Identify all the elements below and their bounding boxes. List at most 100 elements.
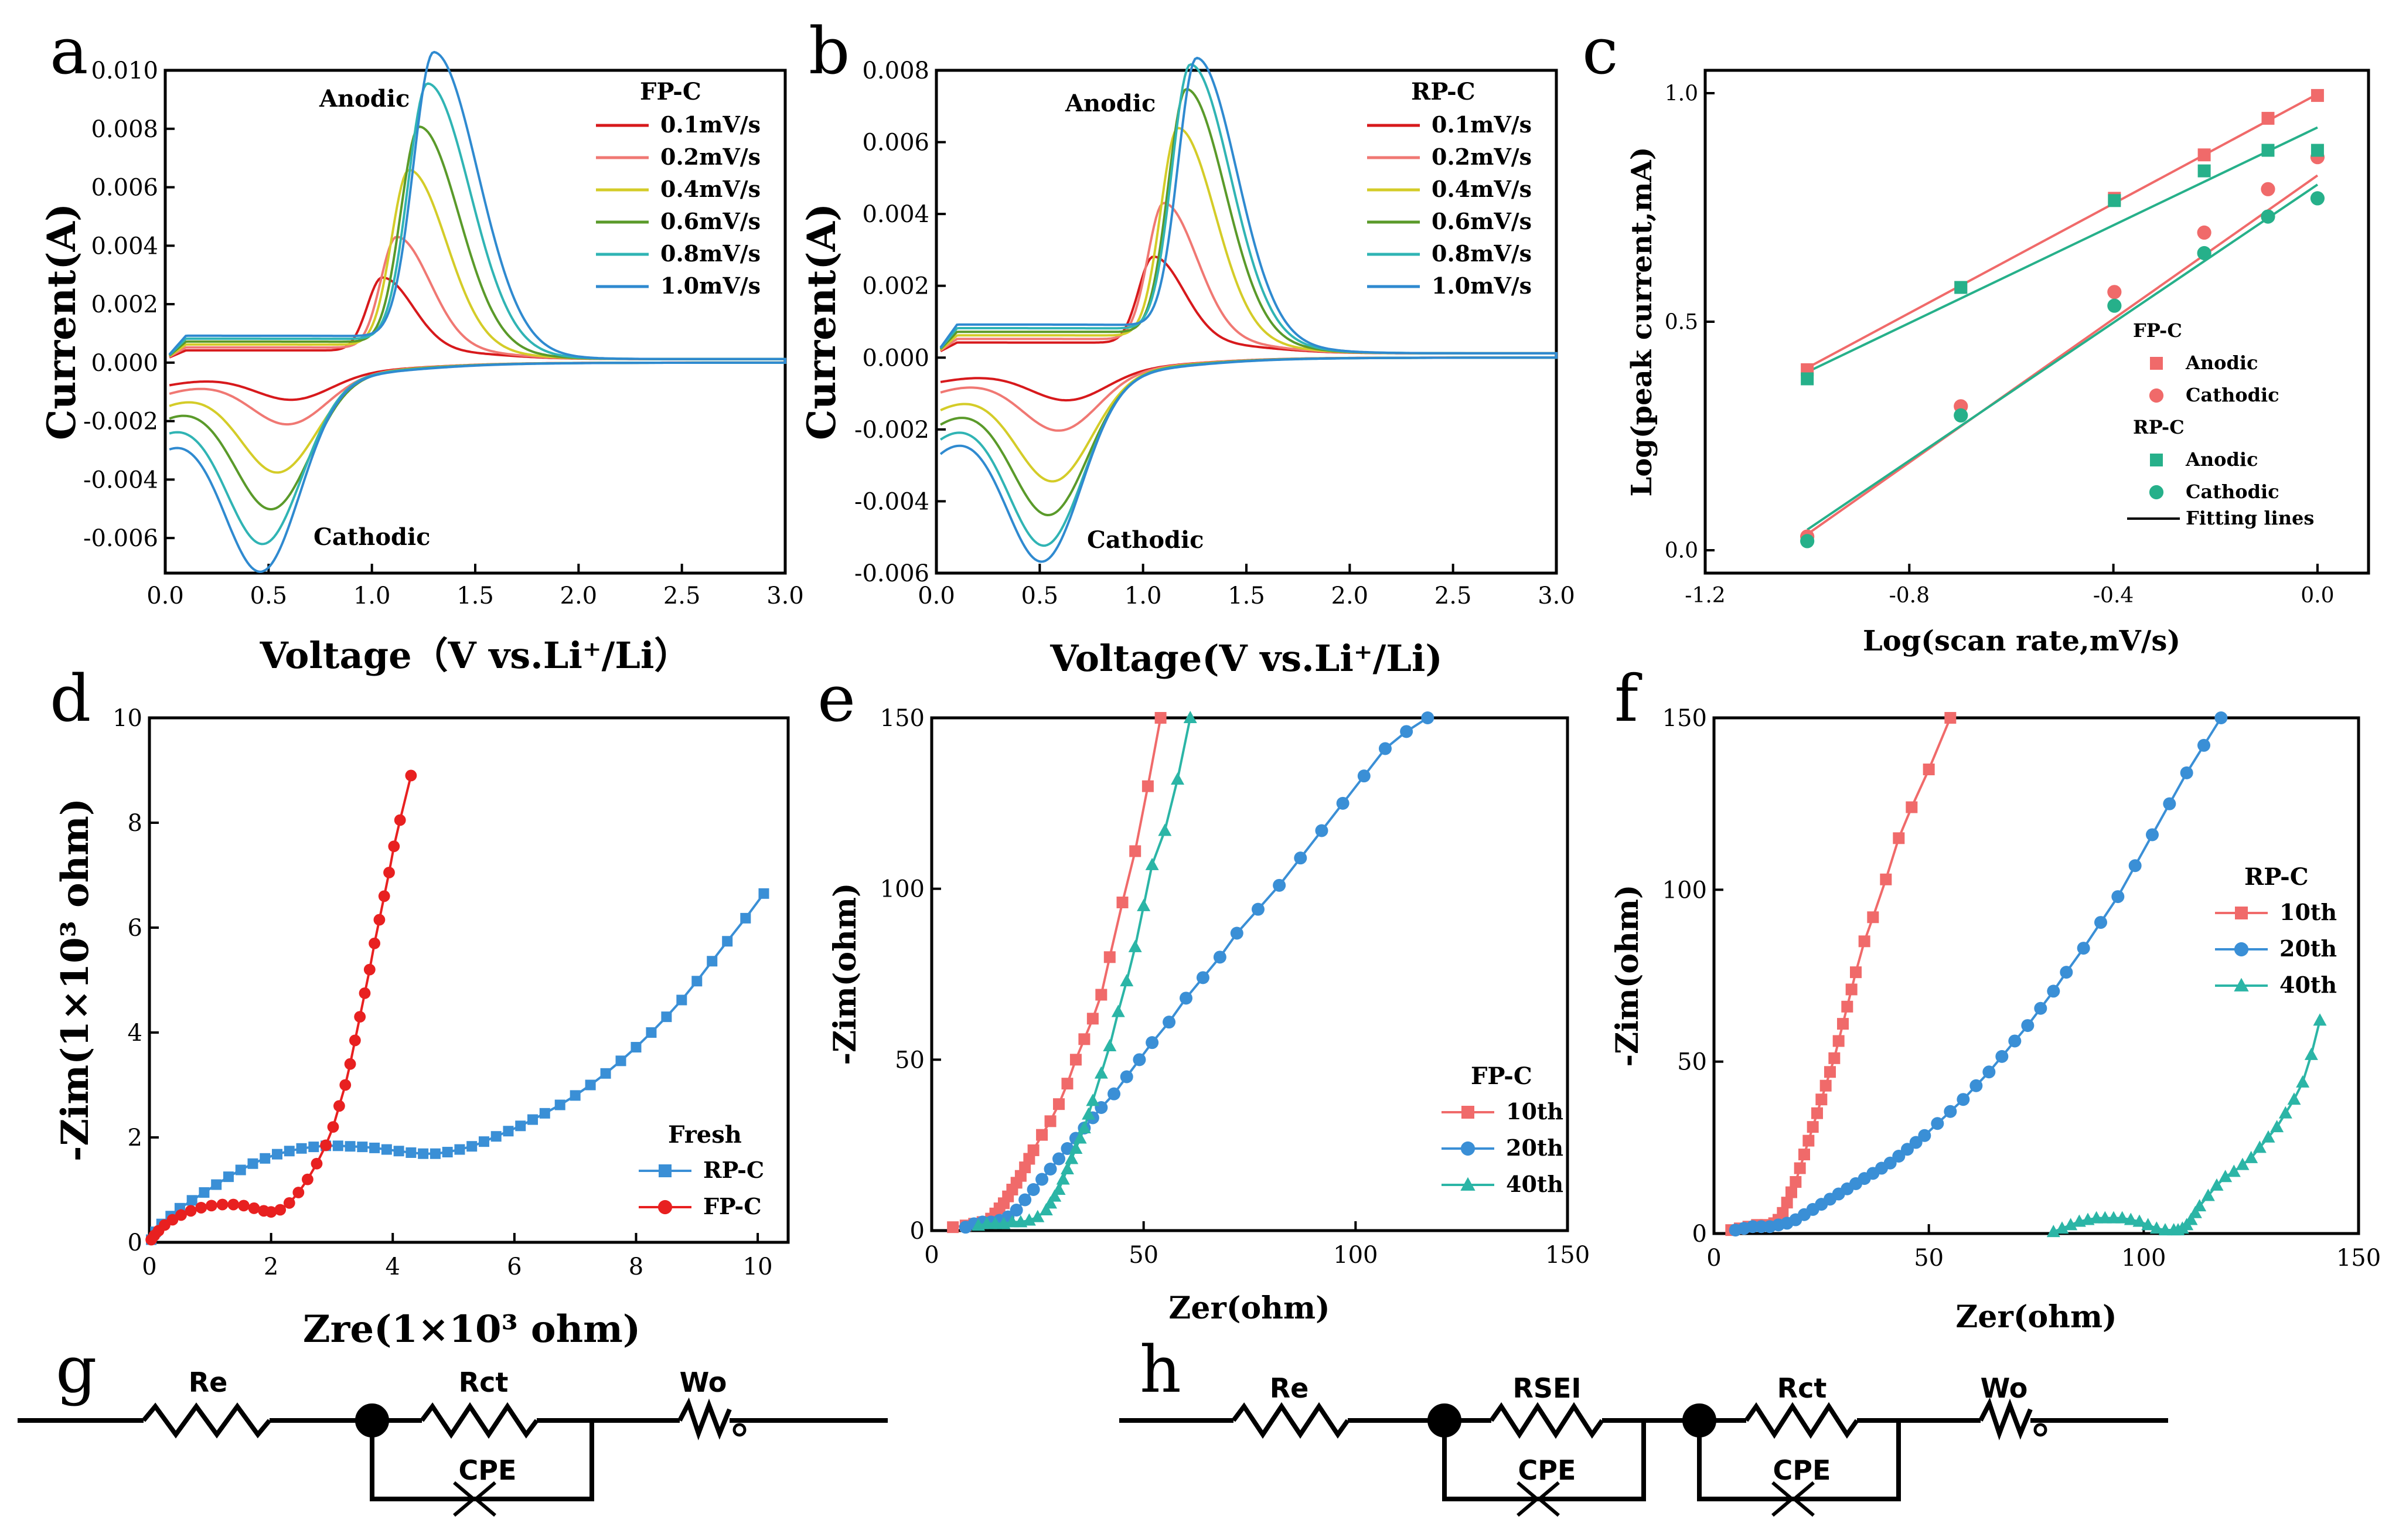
panel-b: 0.0 0.5 1.0 1.5 2.0 2.5 3.0 0.008 0.006 0.004 0.00… (799, 56, 1575, 680)
legend-swatch (2150, 357, 2163, 370)
x-tick-label: 1.5 (456, 582, 494, 609)
resistor-re (1231, 1402, 1350, 1439)
data-point (1893, 832, 1905, 844)
data-point (1077, 1121, 1091, 1133)
y-tick-label: -0.002 (83, 408, 158, 435)
label-cpe: CPE (459, 1454, 517, 1486)
label-wo: Wo (680, 1367, 727, 1398)
legend-label: 0.8mV/s (1432, 240, 1532, 267)
data-point (302, 1173, 313, 1185)
data-point (2261, 182, 2275, 196)
warburg-terminal (732, 1423, 747, 1437)
data-point (2214, 711, 2228, 724)
x-tick-label: 2.0 (560, 582, 598, 609)
data-point (405, 769, 417, 782)
legend-marker (2235, 907, 2248, 919)
data-point (1044, 1163, 1057, 1176)
data-point (418, 1148, 429, 1159)
y-tick-label: 8 (128, 810, 142, 837)
y-axis-label: -Zim(ohm) (1610, 884, 1645, 1067)
y-tick-label: 0.000 (862, 345, 929, 372)
cathodic-annotation: Cathodic (313, 523, 431, 551)
data-point (1957, 1093, 1970, 1106)
legend-label: 0.4mV/s (1432, 176, 1532, 202)
data-point (570, 1090, 581, 1101)
panel-letter-g: g (56, 1332, 97, 1407)
data-point (383, 867, 395, 878)
y-tick-label: -0.004 (83, 466, 158, 493)
data-point (1811, 1107, 1823, 1119)
data-point (1027, 1183, 1040, 1196)
legend-label: 0.2mV/s (1432, 144, 1532, 170)
legend-marker (1460, 1177, 1475, 1191)
data-point (2227, 1164, 2241, 1177)
legend-marker (2234, 942, 2249, 957)
fit-line (1807, 174, 2319, 536)
data-point (1906, 801, 1918, 813)
data-point (1294, 851, 1307, 865)
data-point (2124, 1212, 2138, 1225)
y-tick-label: -0.004 (854, 488, 929, 515)
data-point (2055, 1221, 2069, 1234)
nyquist-series (947, 711, 1434, 1234)
data-point (227, 1198, 240, 1211)
data-point (527, 1114, 538, 1125)
data-point (2128, 859, 2142, 873)
x-tick-label: 100 (1333, 1242, 1378, 1269)
data-point (1273, 878, 1286, 892)
y-tick-label: 0.004 (862, 201, 929, 228)
data-point (1867, 911, 1879, 924)
data-point (1824, 1066, 1836, 1078)
legend-label: Fitting lines (2186, 507, 2314, 529)
resistor-re (141, 1402, 272, 1439)
y-tick-label: 2 (128, 1125, 142, 1151)
fit-line (1807, 183, 2319, 531)
cpe-loop (1442, 1420, 1646, 1501)
axes-ticks: 0 2 4 6 8 10 0 2 4 6 8 10 (113, 705, 772, 1280)
x-tick-label: 2 (264, 1253, 278, 1280)
anodic-annotation: Anodic (1065, 90, 1156, 117)
data-point (2094, 916, 2107, 929)
data-point (185, 1205, 197, 1217)
y-tick-label: 0.5 (1665, 311, 1698, 335)
y-axis-label: Log(peak current,mA) (1626, 147, 1658, 497)
data-point (1039, 1203, 1053, 1215)
cv-curve-1.0mV/s (168, 50, 786, 573)
data-point (2108, 194, 2121, 207)
y-tick-label: 0 (910, 1218, 925, 1245)
data-point (1850, 966, 1862, 979)
y-tick-label: 0.002 (862, 273, 929, 300)
data-point (2287, 1092, 2301, 1105)
data-point (1120, 974, 1134, 987)
data-point (2261, 1130, 2275, 1143)
y-axis-label: Current(A) (39, 203, 84, 440)
data-point (1828, 1052, 1841, 1064)
data-point (1969, 1079, 1983, 1092)
data-point (1837, 1018, 1849, 1030)
data-point (1086, 1013, 1099, 1025)
y-tick-label: 10 (113, 705, 142, 732)
y-tick-label: 0 (128, 1229, 142, 1256)
plot-frame (1712, 716, 2360, 1235)
data-point (478, 1136, 489, 1147)
x-tick-label: 0 (1706, 1245, 1721, 1272)
panel-d: 0 2 4 6 8 10 0 2 4 6 8 10 Zre(1×10³ ohm) -Zim(1×10³… (53, 705, 790, 1351)
label-re: Re (189, 1367, 228, 1398)
y-tick-label: 6 (128, 915, 142, 942)
data-point (405, 1147, 417, 1158)
data-point (381, 1144, 392, 1155)
x-tick-label: 0 (924, 1242, 939, 1269)
legend-label: 20th (1506, 1134, 1563, 1161)
data-point (292, 1187, 305, 1198)
data-point (1794, 1162, 1806, 1174)
data-point (1035, 1173, 1049, 1186)
legend-label: 0.8mV/s (660, 240, 761, 267)
x-tick-label: -0.4 (2093, 584, 2134, 608)
data-point (344, 1058, 356, 1070)
cv-curves (939, 56, 1558, 563)
data-point (2090, 1211, 2104, 1224)
data-point (1858, 935, 1870, 948)
x-tick-label: 150 (2336, 1245, 2381, 1272)
data-point (2111, 890, 2125, 904)
